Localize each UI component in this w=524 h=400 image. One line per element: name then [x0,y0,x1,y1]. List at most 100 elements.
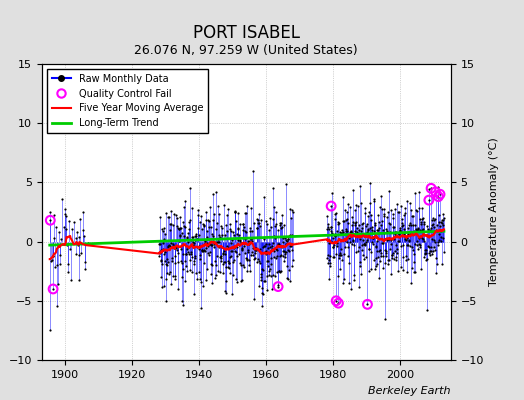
Point [412,228,420,234]
Point [328,190,336,196]
Point [344,244,353,250]
Point [174,250,183,256]
Point [195,232,203,238]
Point [246,227,254,234]
Point [397,264,405,270]
Point [411,225,420,232]
Point [173,259,182,265]
Point [261,218,270,224]
Point [376,247,384,254]
Point [329,244,337,250]
Point [365,209,373,215]
Point [254,217,262,223]
Point [257,217,265,224]
Point [168,244,177,250]
Point [398,220,407,226]
Point [331,251,340,258]
Point [75,216,84,223]
Point [334,221,342,227]
Point [272,255,281,261]
Point [274,282,282,288]
Point [166,227,174,233]
Point [428,236,436,242]
Point [52,262,61,268]
Point [195,269,203,276]
Point [277,220,285,226]
Point [355,244,363,250]
Point [164,259,172,265]
Point [188,204,196,211]
Point [235,232,243,239]
Point [421,250,429,257]
Point [261,241,270,247]
Point [206,204,214,210]
Point [170,273,179,279]
Point [359,237,367,244]
Point [164,243,172,249]
Point [422,247,431,253]
Point [257,277,266,283]
Point [185,267,194,273]
Point [218,232,226,239]
Point [439,211,447,218]
Point [250,256,258,262]
Point [353,225,362,232]
Point [179,219,188,225]
Point [238,221,247,228]
Point [219,250,227,256]
Point [275,268,283,274]
Point [346,204,354,210]
Point [248,235,256,241]
Point [359,233,368,239]
Point [395,238,403,244]
Point [324,224,332,230]
Point [266,266,274,272]
Point [438,220,446,226]
Point [415,234,423,241]
Point [179,266,187,273]
Point [410,251,418,257]
Point [401,257,410,264]
Point [203,228,212,234]
Point [222,264,230,270]
Point [57,236,65,242]
Point [368,224,377,230]
Point [187,237,195,243]
Point [223,228,231,234]
Point [429,221,437,228]
Point [50,235,58,242]
Point [232,253,241,260]
Point [271,235,279,242]
Point [382,250,390,256]
Point [363,221,372,227]
Point [204,240,213,247]
Point [417,219,425,226]
Point [360,255,368,262]
Point [337,246,345,252]
Point [435,227,444,233]
Point [208,262,216,268]
Point [334,300,343,306]
Point [427,225,435,231]
Point [211,225,220,232]
Point [289,209,297,215]
Point [157,246,166,253]
Point [191,236,200,243]
Point [420,254,428,261]
Point [186,185,194,192]
Point [406,230,414,237]
Point [385,257,394,263]
Point [287,232,296,238]
Point [192,236,201,242]
Point [176,214,184,220]
Point [277,252,285,258]
Point [165,269,173,276]
Point [385,188,393,194]
Point [246,235,254,242]
Point [215,269,224,276]
Point [336,266,344,272]
Point [161,298,170,305]
Point [235,242,243,248]
Point [345,260,354,267]
Point [341,231,350,237]
